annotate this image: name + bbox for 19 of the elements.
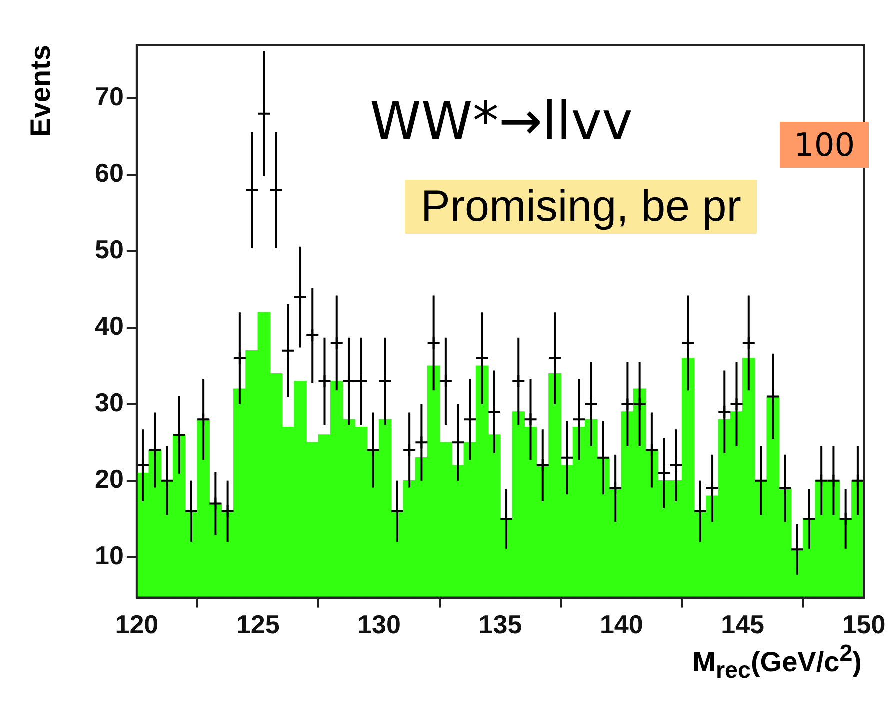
y-tick-label: 70 (95, 82, 124, 112)
y-tick-label: 40 (95, 311, 124, 342)
x-tick-label: 120 (115, 610, 159, 640)
x-tick-label: 125 (236, 610, 280, 640)
y-tick-label: 20 (95, 464, 124, 494)
x-axis-title: M$_{rec}$(GeV/c$^{2}$) (692, 640, 862, 684)
x-tick-label: 135 (478, 610, 522, 640)
y-tick-label: 60 (95, 158, 124, 188)
x-tick-label: 145 (721, 610, 765, 640)
annotation: Promising, be pr (405, 180, 758, 234)
y-tick-label: 10 (95, 540, 124, 570)
annotation: 100 (780, 122, 870, 168)
y-tick-label: 50 (95, 234, 124, 265)
x-tick-label: 140 (600, 610, 644, 640)
y-axis-title: Events (25, 44, 57, 139)
x-tick-label: 150 (842, 610, 886, 640)
y-tick-label: 30 (95, 388, 124, 418)
annotation: WW*→llvv (370, 92, 633, 152)
x-tick-label: 130 (358, 610, 401, 640)
